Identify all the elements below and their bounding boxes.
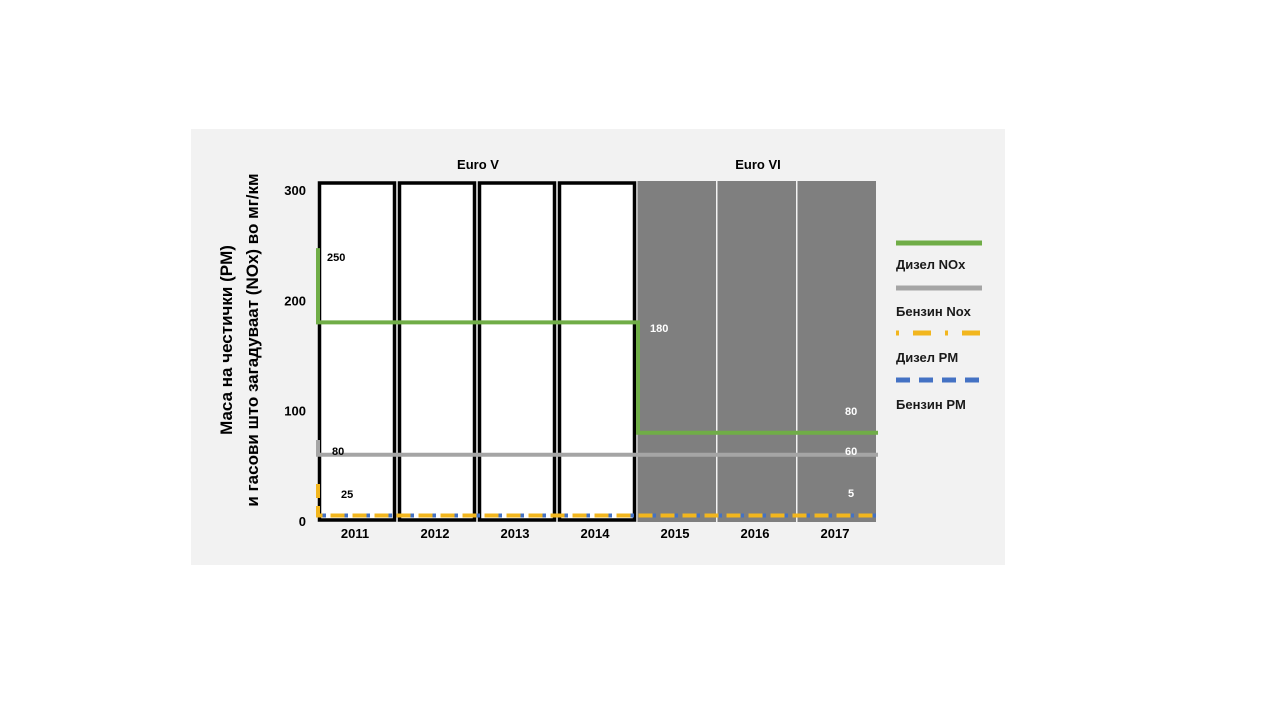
- data-label-diesel-pm-end: 5: [848, 488, 854, 500]
- data-label-diesel-nox-start: 250: [327, 252, 345, 264]
- y-tick-label: 100: [284, 404, 306, 419]
- data-label-petrol-nox-end: 60: [845, 446, 857, 458]
- data-labels: 250 180 80 80 60 25 5: [327, 252, 857, 501]
- x-tick-label: 2016: [741, 526, 770, 541]
- data-label-diesel-pm-start: 25: [341, 489, 353, 501]
- year-column-2017: [797, 181, 876, 522]
- series-line-diesel-nox: [316, 248, 878, 435]
- y-axis-title-text: Маса на честички (PM) и гасови што загаду…: [217, 173, 262, 506]
- y-axis-title-line: Маса на честички (PM): [217, 245, 236, 435]
- data-label-petrol-nox-start: 80: [332, 446, 344, 458]
- x-tick-label: 2011: [341, 526, 369, 541]
- series-line-petrol-nox: [316, 440, 878, 457]
- y-axis-title: Маса на честички (PM) и гасови што загаду…: [217, 173, 262, 506]
- year-column-2012: [397, 181, 477, 522]
- y-axis-title-line: и гасови што загадуваат (NOx) во мг/км: [243, 173, 262, 506]
- era-label: Euro VI: [735, 157, 781, 172]
- data-label-diesel-nox-euro6: 80: [845, 406, 857, 418]
- year-column-2015: [637, 181, 716, 522]
- y-tick-label: 300: [284, 183, 306, 198]
- legend-label: Бензин PM: [896, 397, 966, 412]
- y-tick-label: 0: [299, 514, 306, 529]
- legend-label: Дизел NOx: [896, 257, 966, 272]
- year-column-2011: [317, 181, 397, 522]
- x-tick-label: 2012: [421, 526, 450, 541]
- x-tick-label: 2017: [821, 526, 850, 541]
- year-column-2013: [477, 181, 557, 522]
- series-line-diesel-pm: [316, 484, 878, 518]
- legend: Дизел NOx Бензин Nox Дизел PM Бензин PM: [896, 240, 982, 412]
- x-tick-label: 2014: [581, 526, 611, 541]
- year-column-2016: [717, 181, 796, 522]
- x-axis-ticks: 2011 2012 2013 2014 2015 2016 2017: [341, 526, 850, 541]
- x-tick-label: 2013: [501, 526, 530, 541]
- x-tick-label: 2015: [661, 526, 690, 541]
- era-label: Euro V: [457, 157, 499, 172]
- year-column-2014: [557, 181, 637, 522]
- data-label-diesel-nox-euro5: 180: [650, 323, 668, 335]
- series-lines: [316, 248, 878, 518]
- y-axis-ticks: 0 100 200 300: [284, 183, 306, 529]
- year-columns: [317, 181, 876, 522]
- era-labels: Euro V Euro VI: [457, 157, 781, 172]
- legend-label: Дизел PM: [896, 350, 958, 365]
- y-tick-label: 200: [284, 293, 306, 308]
- legend-label: Бензин Nox: [896, 304, 972, 319]
